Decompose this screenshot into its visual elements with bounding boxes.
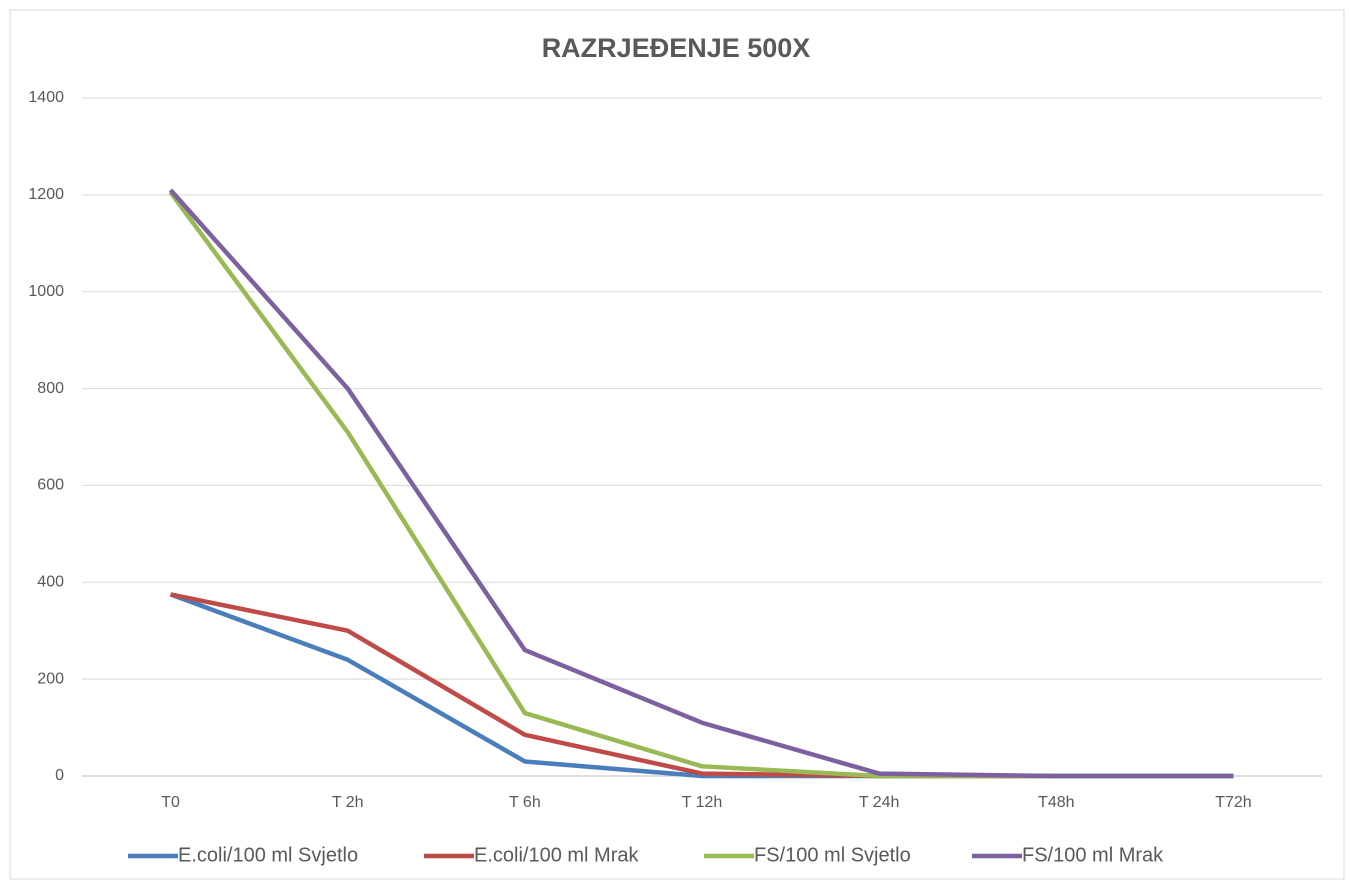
- y-tick-label: 800: [37, 380, 64, 397]
- y-tick-label: 1400: [28, 89, 64, 106]
- x-tick-label: T72h: [1215, 794, 1251, 811]
- y-tick-label: 0: [55, 767, 64, 784]
- legend-label: E.coli/100 ml Mrak: [474, 844, 639, 866]
- data-line: [168, 188, 1234, 779]
- legend-label: FS/100 ml Mrak: [1022, 844, 1164, 866]
- legend-label: E.coli/100 ml Svjetlo: [178, 844, 358, 866]
- y-tick-label: 200: [37, 670, 64, 687]
- y-tick-label: 1200: [28, 186, 64, 203]
- x-tick-label: T48h: [1038, 794, 1074, 811]
- y-tick-label: 1000: [28, 283, 64, 300]
- y-tick-label: 600: [37, 477, 64, 494]
- legend-label: FS/100 ml Svjetlo: [754, 844, 911, 866]
- x-tick-label: T 6h: [509, 794, 541, 811]
- x-tick-label: T0: [161, 794, 180, 811]
- x-tick-label: T 24h: [859, 794, 900, 811]
- x-tick-label: T 12h: [682, 794, 723, 811]
- chart-frame: [9, 9, 1345, 880]
- chart-title: RAZRJEĐENJE 500X: [542, 33, 811, 63]
- y-tick-label: 400: [37, 574, 64, 591]
- x-tick-label: T 2h: [332, 794, 364, 811]
